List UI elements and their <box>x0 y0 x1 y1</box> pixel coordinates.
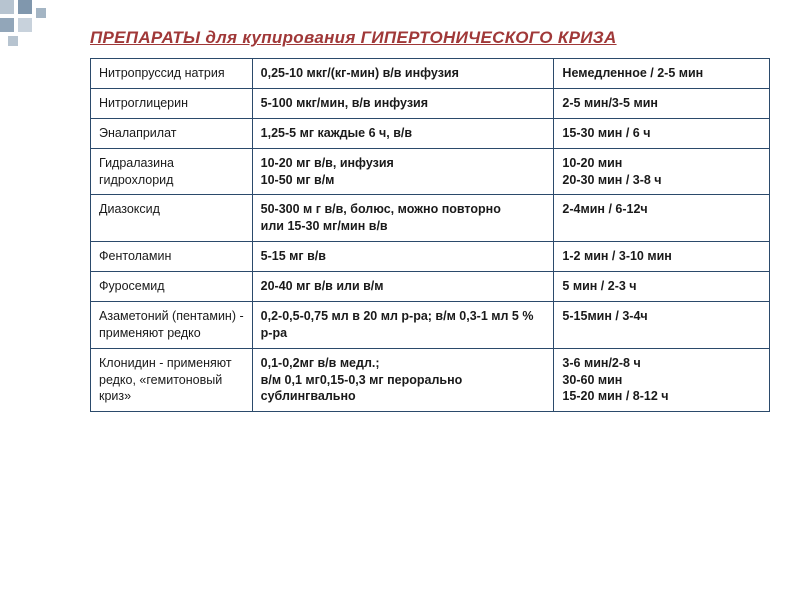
drug-table-container: Нитропруссид натрия0,25-10 мкг/(кг-мин) … <box>90 58 770 412</box>
decorative-squares <box>0 0 50 60</box>
dose-cell: 1,25-5 мг каждые 6 ч, в/в <box>252 118 554 148</box>
table-row: Клонидин - применяют редко, «гемитоновый… <box>91 348 770 412</box>
table-row: Диазоксид50-300 м г в/в, болюс, можно по… <box>91 195 770 242</box>
page-title: ПРЕПАРАТЫ для купирования ГИПЕРТОНИЧЕСКО… <box>90 28 617 48</box>
time-cell: 15-30 мин / 6 ч <box>554 118 770 148</box>
dose-cell: 50-300 м г в/в, болюс, можно повторно ил… <box>252 195 554 242</box>
table-row: Эналаприлат1,25-5 мг каждые 6 ч, в/в15-3… <box>91 118 770 148</box>
time-cell: 1-2 мин / 3-10 мин <box>554 242 770 272</box>
drug-name-cell: Азаметоний (пентамин) - применяют редко <box>91 301 253 348</box>
drug-name-cell: Эналаприлат <box>91 118 253 148</box>
time-cell: 2-5 мин/3-5 мин <box>554 88 770 118</box>
drug-name-cell: Фентоламин <box>91 242 253 272</box>
dose-cell: 20-40 мг в/в или в/м <box>252 272 554 302</box>
table-row: Нитроглицерин5-100 мкг/мин, в/в инфузия2… <box>91 88 770 118</box>
drug-name-cell: Фуросемид <box>91 272 253 302</box>
dose-cell: 0,2-0,5-0,75 мл в 20 мл р-ра; в/м 0,3-1 … <box>252 301 554 348</box>
table-row: Фентоламин5-15 мг в/в1-2 мин / 3-10 мин <box>91 242 770 272</box>
dose-cell: 5-15 мг в/в <box>252 242 554 272</box>
dose-cell: 0,25-10 мкг/(кг-мин) в/в инфузия <box>252 59 554 89</box>
time-cell: 3-6 мин/2-8 ч 30-60 мин 15-20 мин / 8-12… <box>554 348 770 412</box>
time-cell: 5-15мин / 3-4ч <box>554 301 770 348</box>
table-row: Азаметоний (пентамин) - применяют редко0… <box>91 301 770 348</box>
time-cell: 5 мин / 2-3 ч <box>554 272 770 302</box>
drug-table: Нитропруссид натрия0,25-10 мкг/(кг-мин) … <box>90 58 770 412</box>
drug-name-cell: Клонидин - применяют редко, «гемитоновый… <box>91 348 253 412</box>
time-cell: Немедленное / 2-5 мин <box>554 59 770 89</box>
time-cell: 2-4мин / 6-12ч <box>554 195 770 242</box>
table-row: Гидралазина гидрохлорид10-20 мг в/в, инф… <box>91 148 770 195</box>
drug-name-cell: Диазоксид <box>91 195 253 242</box>
table-row: Нитропруссид натрия0,25-10 мкг/(кг-мин) … <box>91 59 770 89</box>
drug-name-cell: Нитропруссид натрия <box>91 59 253 89</box>
drug-name-cell: Нитроглицерин <box>91 88 253 118</box>
dose-cell: 5-100 мкг/мин, в/в инфузия <box>252 88 554 118</box>
dose-cell: 10-20 мг в/в, инфузия 10-50 мг в/м <box>252 148 554 195</box>
drug-name-cell: Гидралазина гидрохлорид <box>91 148 253 195</box>
time-cell: 10-20 мин 20-30 мин / 3-8 ч <box>554 148 770 195</box>
table-row: Фуросемид20-40 мг в/в или в/м5 мин / 2-3… <box>91 272 770 302</box>
dose-cell: 0,1-0,2мг в/в медл.; в/м 0,1 мг0,15-0,3 … <box>252 348 554 412</box>
